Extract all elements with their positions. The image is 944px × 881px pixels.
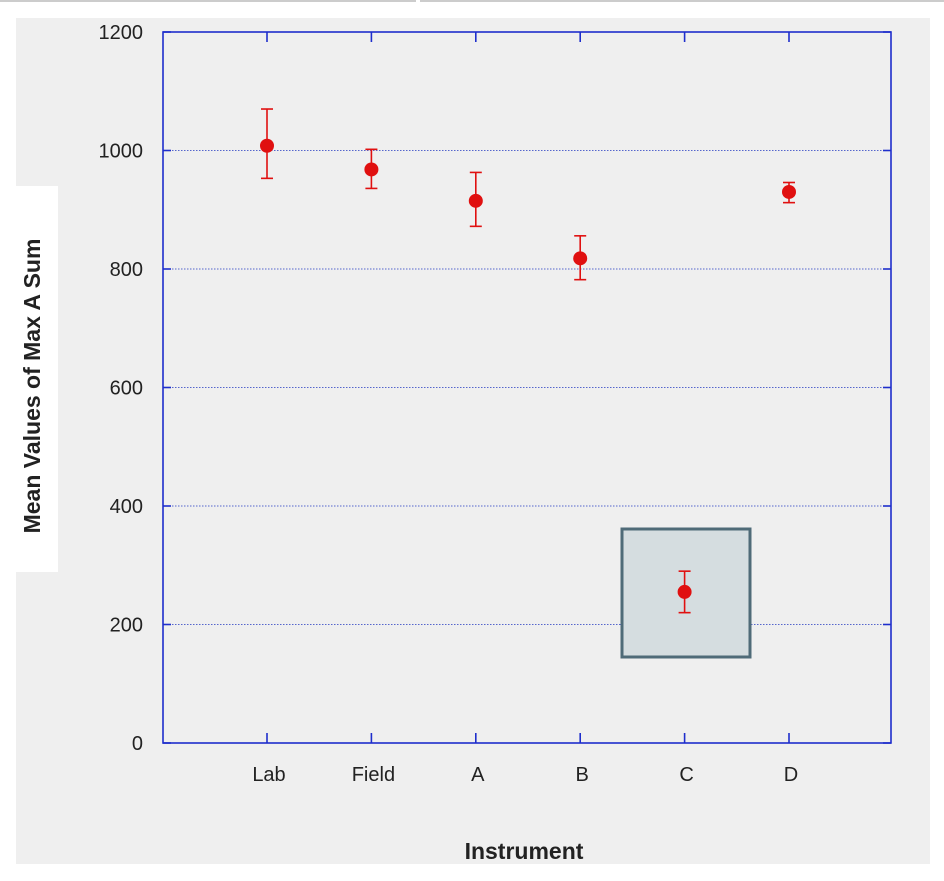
data-point-d [782,184,796,199]
x-tick-label: C [679,764,693,786]
y-tick-label: 600 [110,378,143,400]
x-tick-label: D [784,764,798,786]
y-axis-ticks: 0 200 400 600 800 1000 1200 [99,22,891,755]
ylabel-backdrop [16,186,58,572]
y-tick-label: 1200 [99,22,144,44]
data-point-b [573,251,588,266]
y-tick-label: 0 [132,733,143,755]
y-tick-label: 1000 [99,141,144,163]
y-tick-label: 400 [110,496,143,518]
y-tick-label: 200 [110,615,143,637]
x-tick-label: B [576,764,589,786]
data-points [260,108,796,614]
data-point-lab [260,138,274,153]
x-tick-label: Lab [252,764,285,786]
data-point-c [677,584,692,599]
y-axis-label: Mean Values of Max A Sum [19,239,45,534]
chart-background [16,18,930,864]
y-tick-label: 800 [110,259,143,281]
data-point-field [364,162,379,177]
x-tick-label: A [471,764,485,786]
gridlines [163,150,891,625]
x-axis-ticks: Lab Field A B C D [252,32,798,786]
x-axis-label: Instrument [465,838,584,864]
x-tick-label: Field [352,764,395,786]
data-point-a [468,193,483,208]
